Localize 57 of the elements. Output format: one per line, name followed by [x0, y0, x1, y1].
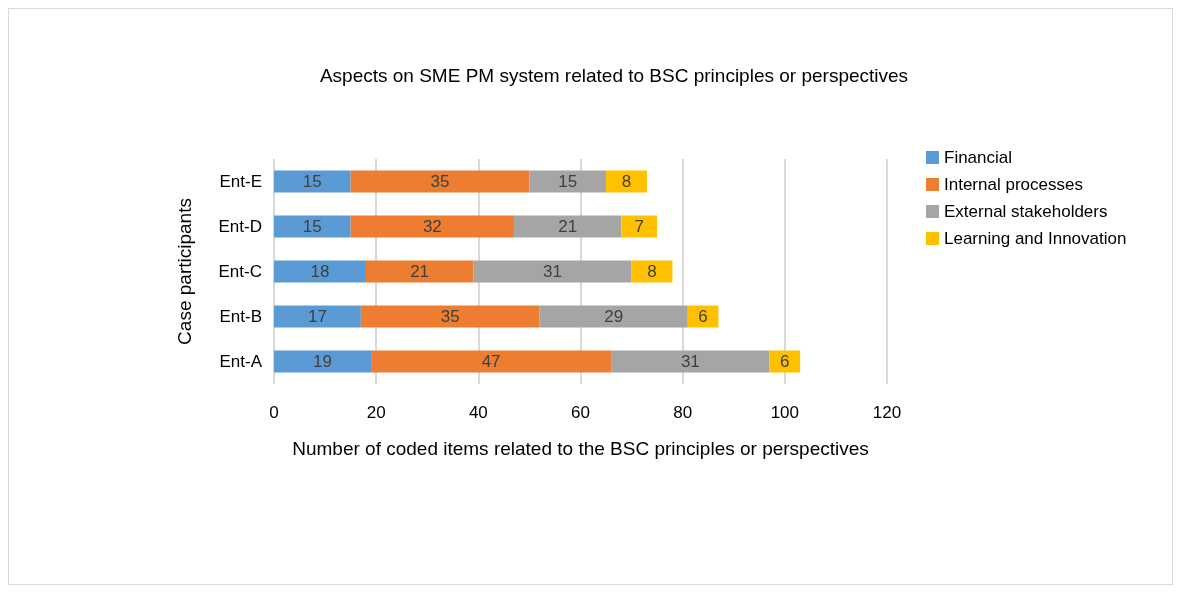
data-label: 8 — [647, 262, 657, 281]
bar — [611, 350, 770, 373]
bar — [350, 215, 515, 238]
bar — [274, 215, 351, 238]
y-tick-label: Ent-C — [218, 262, 262, 281]
y-tick-label: Ent-D — [218, 217, 262, 236]
bar — [274, 260, 366, 283]
x-tick-label: 40 — [468, 403, 488, 422]
bar — [514, 215, 622, 238]
legend-label: Learning and Innovation — [944, 229, 1127, 248]
bar — [350, 170, 530, 193]
legend-label: Financial — [944, 148, 1013, 167]
data-label: 21 — [410, 262, 430, 281]
legend-label: External stakeholders — [944, 202, 1108, 221]
bar — [365, 260, 474, 283]
y-tick-label: Ent-A — [219, 352, 263, 371]
data-label: 29 — [604, 307, 624, 326]
bar — [274, 305, 361, 328]
bar — [274, 350, 372, 373]
bar — [529, 170, 607, 193]
x-tick-label: 100 — [770, 403, 800, 422]
x-tick-label: 20 — [366, 403, 386, 422]
x-axis-title: Number of coded items related to the BSC principles or perspectives — [292, 438, 869, 459]
x-tick-label: 120 — [872, 403, 902, 422]
data-label: 15 — [558, 172, 578, 191]
data-label: 8 — [621, 172, 632, 191]
bar — [360, 305, 540, 328]
data-label: 6 — [698, 307, 708, 326]
x-tick-label: 80 — [673, 403, 693, 422]
data-label: 6 — [780, 352, 790, 371]
data-label: 15 — [302, 172, 322, 191]
y-tick-label: Ent-B — [219, 307, 262, 326]
bar — [274, 170, 351, 193]
bar — [371, 350, 612, 373]
x-tick-label: 0 — [269, 403, 279, 422]
legend-label: Internal processes — [944, 175, 1083, 194]
data-label: 35 — [440, 307, 460, 326]
data-label: 35 — [430, 172, 450, 191]
y-tick-label: Ent-E — [219, 172, 262, 191]
data-label: 31 — [542, 262, 562, 281]
data-label: 31 — [680, 352, 700, 371]
data-label: 15 — [302, 217, 322, 236]
bar — [473, 260, 632, 283]
y-axis-title: Case participants — [174, 198, 195, 345]
data-label: 7 — [634, 217, 644, 236]
bar — [606, 170, 647, 193]
data-label: 32 — [422, 217, 442, 236]
x-tick-label: 60 — [571, 403, 590, 422]
data-label: 19 — [313, 352, 332, 371]
data-label: 21 — [558, 217, 578, 236]
bar — [631, 260, 673, 283]
bar — [621, 215, 658, 238]
data-label: 17 — [307, 307, 327, 326]
data-label: 47 — [481, 352, 501, 371]
bar — [539, 305, 688, 328]
data-label: 18 — [310, 262, 330, 281]
chart-title: Aspects on SME PM system related to BSC principles or perspectives — [319, 65, 909, 86]
